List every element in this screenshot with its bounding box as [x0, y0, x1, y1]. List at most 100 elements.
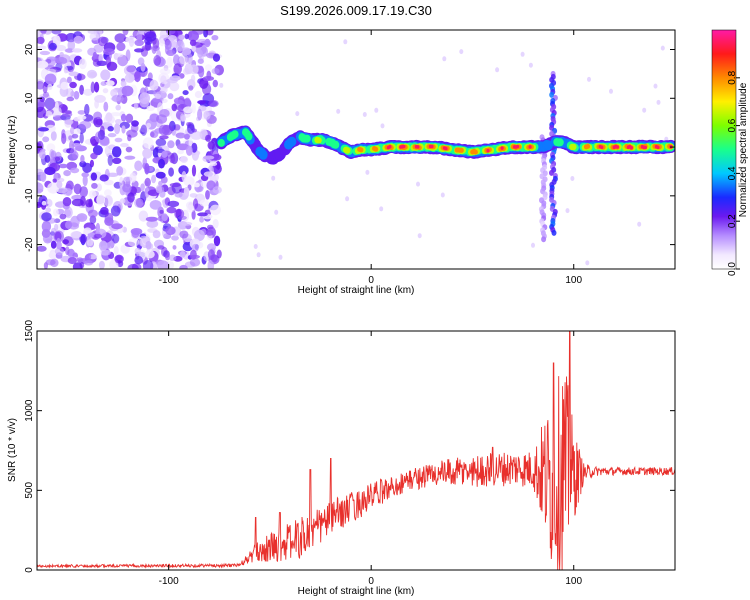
- noise-blob: [211, 35, 219, 41]
- noise-blob: [189, 64, 199, 75]
- noise-blob: [178, 34, 185, 41]
- noise-blob: [161, 150, 168, 158]
- ridge-blob: [217, 138, 225, 147]
- x-tick-label: 0: [368, 275, 374, 286]
- ridge-blob: [459, 147, 464, 153]
- noise-blob: [78, 58, 87, 70]
- noise-blob: [157, 260, 169, 269]
- noise-blob: [41, 212, 52, 222]
- noise-blob: [180, 113, 185, 122]
- noise-blob: [127, 238, 140, 247]
- noise-blob: [206, 243, 217, 251]
- y-tick-label: 1500: [24, 319, 35, 342]
- x-tick-label: -100: [159, 576, 179, 587]
- noise-blob: [119, 198, 126, 204]
- noise-blob: [189, 39, 197, 46]
- noise-blob: [209, 204, 221, 216]
- colorbar-gradient: [712, 30, 736, 269]
- vertical-feature-blob: [541, 236, 547, 243]
- noise-blob: [168, 35, 177, 43]
- colorbar-tick-label: 0.0: [727, 262, 738, 276]
- noise-blob: [111, 146, 122, 158]
- noise-blob: [113, 53, 124, 58]
- spectrogram-frame: [36, 29, 676, 270]
- noise-blob: [197, 100, 207, 105]
- noise-blob: [87, 232, 96, 238]
- noise-blob: [91, 182, 98, 189]
- y-tick-label: 20: [24, 44, 35, 56]
- noise-blob: [44, 166, 56, 176]
- noise-blob: [45, 259, 56, 266]
- noise-blob: [207, 141, 215, 150]
- noise-blob: [99, 174, 109, 182]
- noise-blob: [155, 93, 161, 100]
- noise-blob: [53, 208, 59, 217]
- noise-blob: [126, 65, 136, 73]
- noise-blob: [106, 80, 115, 87]
- noise-blob: [153, 55, 162, 66]
- noise-blob: [142, 260, 154, 269]
- noise-blob: [167, 140, 175, 149]
- x-tick-label: 100: [565, 275, 582, 286]
- noise-blob: [191, 45, 197, 52]
- ridge-blob: [473, 149, 478, 155]
- noise-blob: [39, 50, 51, 56]
- noise-blob: [79, 120, 92, 129]
- noise-blob: [144, 31, 157, 42]
- noise-blob: [47, 83, 53, 90]
- y-tick-label: 1000: [24, 399, 35, 422]
- noise-blob: [79, 84, 84, 95]
- noise-blob: [44, 73, 57, 85]
- noise-blob: [127, 263, 139, 269]
- y-tick-label: -10: [24, 188, 35, 203]
- noise-blob: [256, 252, 261, 258]
- noise-blob: [191, 142, 198, 153]
- noise-blob: [169, 81, 180, 92]
- noise-blob: [37, 168, 44, 175]
- noise-blob: [79, 233, 87, 244]
- noise-blob: [47, 182, 59, 194]
- noise-blob: [50, 150, 57, 159]
- noise-blob: [660, 45, 665, 51]
- noise-blob: [274, 209, 279, 215]
- colorbar-ticks: 0.0 0.2 0.4 0.6 0.8: [711, 29, 740, 276]
- noise-blob: [180, 221, 193, 226]
- noise-blob: [197, 49, 203, 58]
- noise-blob: [187, 124, 195, 134]
- noise-blob: [73, 143, 82, 149]
- noise-blob: [160, 75, 167, 85]
- noise-blob: [71, 48, 83, 53]
- ridge-blob: [303, 134, 311, 143]
- noise-blob: [379, 206, 384, 212]
- noise-blob: [146, 105, 155, 112]
- noise-blob: [37, 60, 49, 69]
- noise-blob: [71, 194, 84, 201]
- noise-blob: [50, 131, 57, 141]
- noise-blob: [171, 103, 178, 112]
- vertical-feature-blob: [549, 91, 555, 98]
- noise-blob: [166, 30, 176, 35]
- noise-blob: [365, 169, 370, 175]
- colorbar: 0.0 0.2 0.4 0.6 0.8 Normalized spectral ampl…: [711, 29, 749, 276]
- noise-blob: [55, 57, 68, 65]
- noise-blob: [138, 210, 149, 222]
- noise-blob: [459, 49, 464, 55]
- noise-blob: [59, 213, 67, 220]
- noise-blob: [182, 90, 189, 96]
- noise-blob: [88, 254, 98, 260]
- noise-blob: [90, 81, 96, 94]
- noise-blob: [50, 240, 57, 249]
- noise-blob: [185, 145, 193, 156]
- noise-blob: [54, 223, 59, 231]
- noise-blob: [202, 83, 212, 96]
- noise-blob: [103, 101, 109, 112]
- noise-blob: [179, 251, 186, 258]
- ridge-blob: [231, 130, 239, 139]
- noise-blob: [69, 81, 77, 89]
- noise-blob: [55, 44, 66, 52]
- noise-blob: [146, 219, 159, 228]
- noise-blob: [161, 98, 168, 103]
- noise-blob: [116, 42, 126, 52]
- noise-blob: [83, 227, 92, 234]
